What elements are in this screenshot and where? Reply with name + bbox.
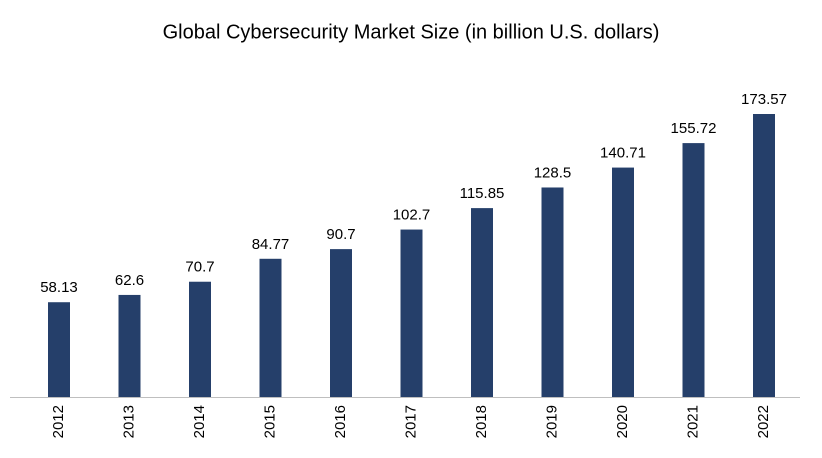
bar [400,229,423,397]
x-tick-label: 2022 [755,405,772,438]
chart-title: Global Cybersecurity Market Size (in bil… [163,21,660,43]
bar [118,294,141,397]
value-label: 173.57 [741,91,787,108]
value-label: 155.72 [671,120,717,137]
bar [259,258,282,397]
x-tick-label: 2014 [191,405,208,438]
bar [682,143,705,397]
bar [753,114,775,397]
x-tick-label: 2018 [473,405,490,438]
bar [189,281,211,397]
value-label: 115.85 [460,185,505,202]
bar [612,167,634,397]
value-label: 70.7 [185,259,214,276]
x-tick-label: 2016 [332,405,349,438]
value-label: 140.71 [600,145,646,162]
value-label: 102.7 [393,207,431,224]
x-tick-label: 2019 [543,405,560,438]
bar [330,249,352,397]
x-tick-label: 2020 [614,405,631,438]
value-label: 90.7 [326,226,355,243]
value-label: 84.77 [252,236,290,253]
value-label: 58.13 [40,279,78,296]
bar [471,208,493,397]
bar [48,302,70,397]
x-tick-label: 2012 [50,405,67,438]
value-label: 62.6 [115,272,144,289]
value-label: 128.5 [534,164,572,181]
x-tick-label: 2015 [261,405,278,438]
bar [541,187,564,397]
x-tick-label: 2017 [402,405,419,438]
x-tick-label: 2021 [684,405,701,438]
x-tick-label: 2013 [120,405,137,438]
